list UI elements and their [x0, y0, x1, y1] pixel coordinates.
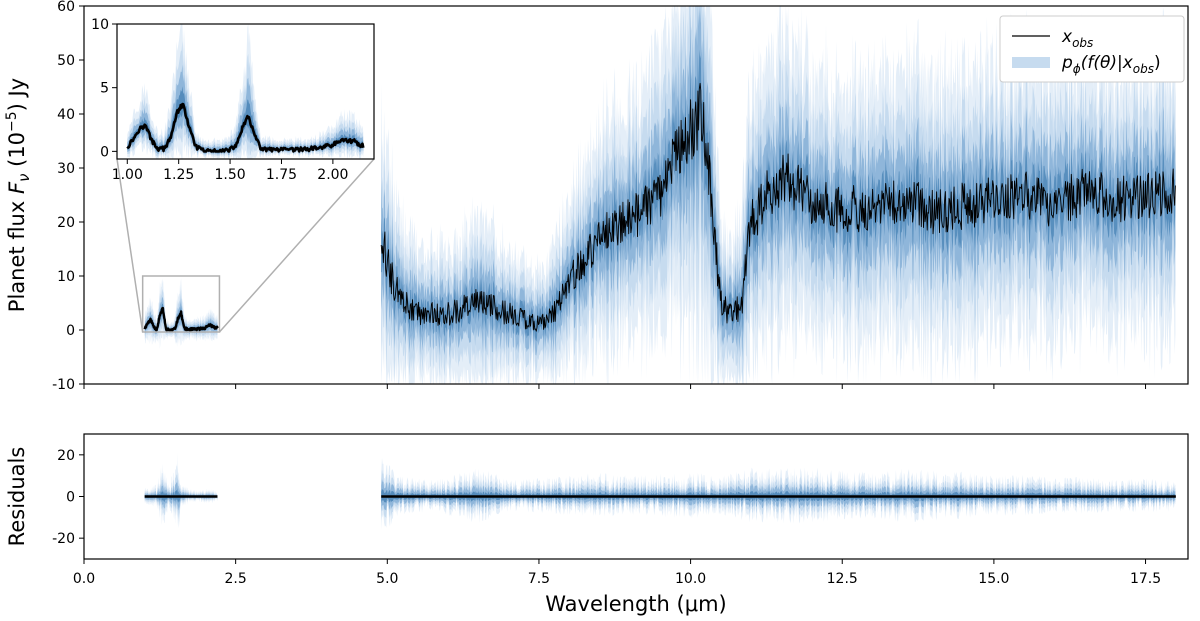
main-y-tick-label: 20: [57, 215, 75, 231]
inset-observed-line: [126, 102, 365, 153]
residual-band-nir-1: [144, 465, 218, 519]
inset-y-tick-label: 10: [91, 17, 109, 33]
inset-axes-frame: [116, 23, 375, 160]
main-observed-lines: [143, 82, 1176, 332]
legend-band-swatch: [1012, 57, 1050, 68]
inset-panel: 0 5 10 1.00 1.25 1.50 1.75 2.00: [91, 17, 375, 183]
residuals-x-tick-label: 5.0: [376, 571, 398, 587]
residuals-y-ticks: -20 0 20: [52, 448, 84, 547]
inset-y-tick-label: 0: [100, 144, 109, 160]
residuals-y-tick-label: 20: [57, 448, 75, 464]
main-y-tick-label: 50: [57, 53, 75, 69]
residuals-y-tick-label: 0: [66, 490, 75, 506]
residuals-x-ticks: 0.0 2.5 5.0 7.5 10.0 12.5 15.0 17.5: [73, 559, 1161, 587]
inset-x-tick-label: 2.00: [317, 167, 348, 183]
legend-label-observed: xobs: [1061, 27, 1093, 50]
residuals-y-axis-label: Residuals: [5, 447, 29, 547]
residuals-x-tick-label: 15.0: [978, 571, 1009, 587]
inset-x-tick-label: 1.25: [163, 167, 194, 183]
residuals-y-tick-label: -20: [52, 531, 75, 547]
observed-line-mir: [380, 82, 1176, 332]
observed-line-nir: [143, 306, 219, 332]
main-y-axis-label: Planet flux Fν (10−5) Jy: [4, 78, 33, 312]
inset-x-tick-label: 1.75: [266, 167, 297, 183]
residuals-x-tick-label: 0.0: [73, 571, 95, 587]
main-axes-frame: [83, 5, 1189, 385]
main-y-tick-label: -10: [52, 377, 75, 393]
main-y-tick-label: 60: [57, 0, 75, 15]
residuals-x-tick-label: 10.0: [675, 571, 706, 587]
inset-observed-line: [126, 102, 365, 153]
legend-label-posterior: pϕ(f(θ)|xobs): [1061, 53, 1161, 76]
zoom-connector-left: [116, 158, 144, 333]
x-axis-label: Wavelength (μm): [545, 592, 726, 616]
inset-band-2: [127, 64, 364, 156]
legend: xobs pϕ(f(θ)|xobs): [999, 15, 1185, 83]
residuals-x-tick-label: 12.5: [827, 571, 858, 587]
main-y-tick-label: 30: [57, 161, 75, 177]
residual-band-nir-2: [144, 476, 218, 511]
main-x-ticks: [83, 384, 1147, 389]
residuals-panel: -20 0 20 0.0 2.5 5.0 7.5 10.0 12.5 15.0 17.5 Resi…: [5, 433, 1189, 616]
zoom-connector-right: [218, 158, 375, 333]
residuals-x-tick-label: 17.5: [1130, 571, 1161, 587]
inset-y-tick-label: 5: [100, 81, 109, 97]
inset-x-tick-label: 1.50: [214, 167, 245, 183]
main-y-tick-label: 10: [57, 269, 75, 285]
inset-x-tick-label: 1.00: [112, 167, 143, 183]
residuals-x-tick-label: 2.5: [225, 571, 247, 587]
main-y-tick-label: 0: [66, 323, 75, 339]
main-y-ticks: -10 0 10 20 30 40 50 60: [52, 0, 84, 393]
main-y-tick-label: 40: [57, 107, 75, 123]
residual-bands: [144, 452, 1176, 530]
inset-x-ticks: 1.00 1.25 1.50 1.75 2.00: [112, 159, 348, 183]
residuals-x-tick-label: 7.5: [528, 571, 550, 587]
inset-y-ticks: 0 5 10: [91, 17, 117, 160]
zoom-box: [141, 275, 221, 333]
